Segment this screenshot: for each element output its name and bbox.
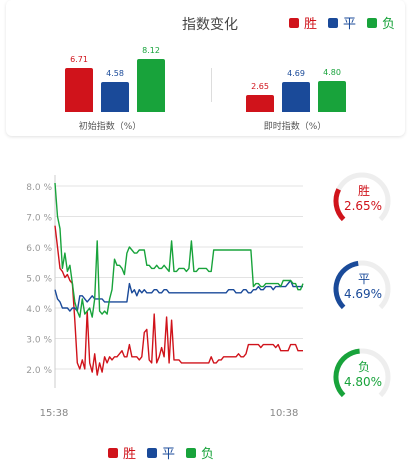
bar-loss-initial <box>137 59 165 112</box>
bar-value-win-live: 2.65 <box>251 81 269 91</box>
bottom-legend-win-swatch <box>108 447 118 458</box>
bottom-legend-loss-swatch <box>186 447 197 458</box>
bottom-legend-loss-label: 负 <box>201 447 215 462</box>
index-change-card: 指数变化 胜 平 负 6.71 4.58 8.12 2.65 4.69 4.80 初始指数… <box>6 0 405 136</box>
y-tick-label: 4.0 % <box>26 305 52 315</box>
bottom-legend-draw-label: 平 <box>162 447 176 462</box>
bar-draw-initial <box>101 82 129 112</box>
gauge-loss-label: 负 <box>357 360 370 374</box>
chart-title: 指数变化 <box>182 17 238 33</box>
x-tick-label: 15:38 <box>40 408 69 419</box>
gauge-fill-draw <box>333 260 359 310</box>
legend-loss-swatch <box>367 17 378 28</box>
legend-loss-label: 负 <box>382 17 396 32</box>
bar-draw-live <box>282 81 310 112</box>
gauge-loss-value: 4.80% <box>343 375 383 389</box>
bottom-legend-draw-swatch <box>147 447 158 458</box>
y-tick-label: 5.0 % <box>26 275 52 285</box>
bar-value-loss-initial: 8.12 <box>142 46 160 56</box>
live-index-label: 即时指数（%） <box>263 122 327 132</box>
gauge-draw-label: 平 <box>357 272 370 286</box>
bar-win-live <box>246 94 274 112</box>
series-line-win <box>54 225 303 376</box>
bar-loss-live <box>318 80 346 112</box>
y-tick-label: 2.0 % <box>26 366 52 376</box>
initial-index-label: 初始指数（%） <box>78 122 142 132</box>
legend-draw-label: 平 <box>343 17 357 32</box>
series-line-draw <box>54 279 303 312</box>
y-tick-label: 3.0 % <box>26 336 52 346</box>
bar-win-initial <box>65 68 93 112</box>
bottom-legend-win-label: 胜 <box>123 447 137 462</box>
series-line-loss <box>54 182 304 318</box>
gauge-fill-loss <box>333 348 360 398</box>
bottom-legend: 胜 平 负 <box>108 443 214 462</box>
bar-value-draw-initial: 4.58 <box>106 69 124 79</box>
legend-draw-swatch <box>328 17 339 28</box>
gauge-win-value: 2.65% <box>343 199 383 213</box>
y-tick-label: 7.0 % <box>26 214 52 224</box>
bar-value-win-initial: 6.71 <box>70 55 88 65</box>
top-legend: 胜 平 负 <box>289 13 395 32</box>
legend-win-label: 胜 <box>304 17 318 32</box>
gauge-fill-win <box>333 188 346 222</box>
group-divider <box>211 68 212 102</box>
x-tick-label: 10:38 <box>270 408 299 419</box>
gauge-win-label: 胜 <box>357 184 370 198</box>
gauge-draw-value: 4.69% <box>343 287 383 301</box>
legend-win-swatch <box>289 17 299 28</box>
bar-value-loss-live: 4.80 <box>323 67 341 77</box>
y-tick-label: 6.0 % <box>26 244 52 254</box>
y-tick-label: 8.0 % <box>26 183 52 193</box>
bar-value-draw-live: 4.69 <box>287 68 305 78</box>
